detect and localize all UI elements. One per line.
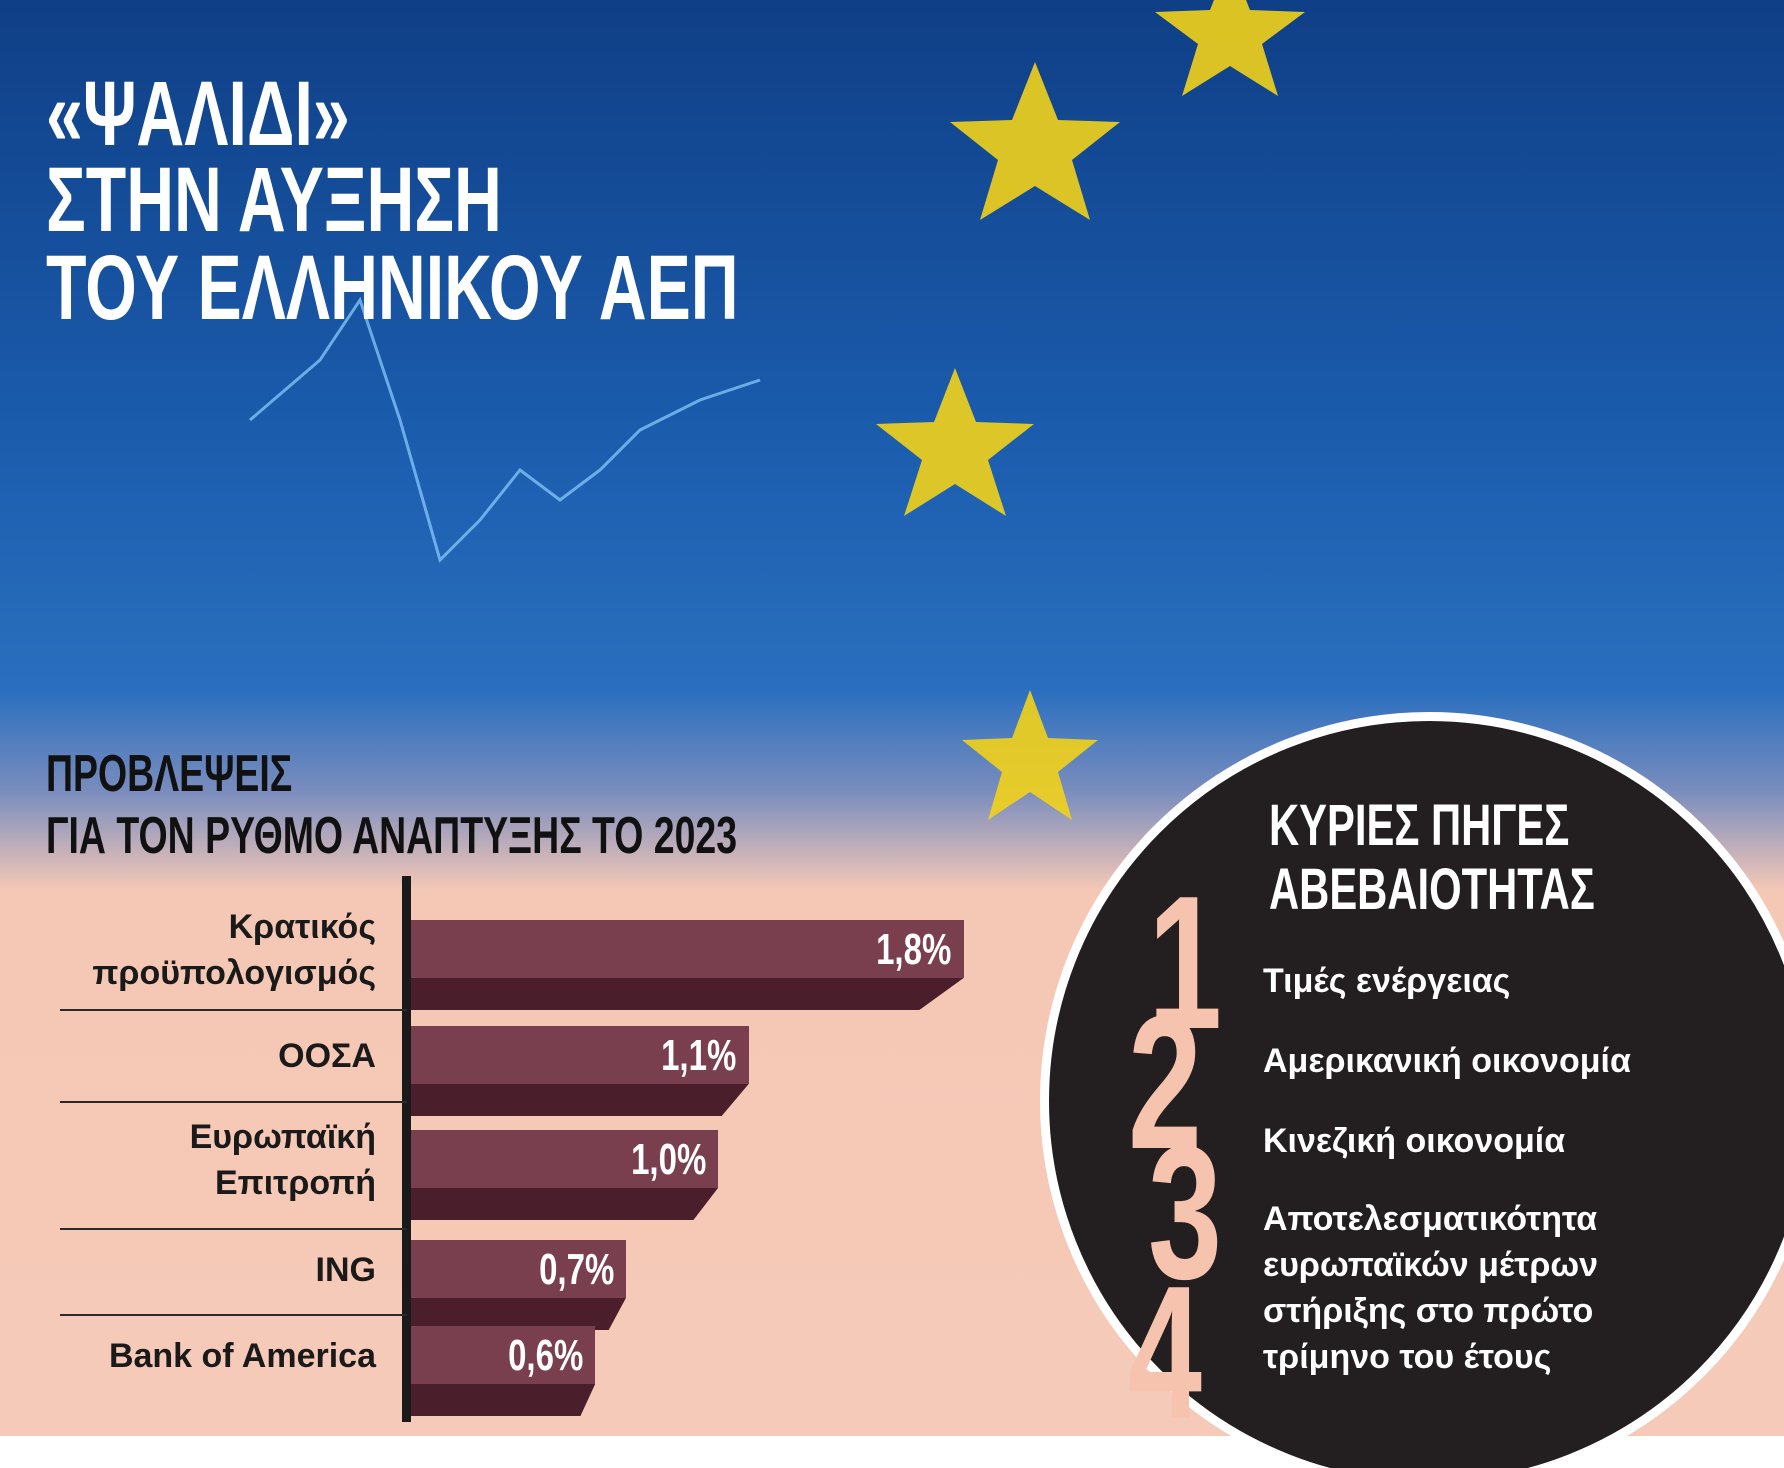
star	[876, 368, 1034, 516]
bar-shadow	[411, 1298, 626, 1330]
sources-title: ΚΥΡΙΕΣ ΠΗΓΕΣ	[1269, 793, 1570, 858]
value-label: 1,0%	[630, 1135, 706, 1184]
source-number: 1	[1148, 857, 1222, 1069]
star	[1155, 0, 1305, 96]
source-item: Αμερικανική οικονομία	[1263, 1042, 1631, 1080]
category-label: ING	[315, 1251, 376, 1289]
headline: ΤΟΥ ΕΛΛΗΝΙΚΟΥ ΑΕΠ	[46, 237, 739, 339]
value-label: 1,1%	[661, 1031, 737, 1080]
row-separator	[60, 1228, 407, 1230]
row-separator	[60, 1009, 407, 1011]
chart-title: ΓΙΑ ΤΟΝ ΡΥΘΜΟ ΑΝΑΠΤΥΞΗΣ ΤΟ 2023	[46, 807, 738, 865]
market-line	[249, 296, 761, 563]
category-label: Κρατικός προϋπολογισμός	[92, 908, 376, 992]
axis-line	[402, 876, 411, 1422]
value-label: 0,6%	[507, 1331, 584, 1380]
source-item: Αποτελεσματικότητα ευρωπαϊκών μέτρων στή…	[1263, 1200, 1599, 1376]
stars	[249, 0, 1305, 820]
headline: ΣΤΗΝ ΑΥΞΗΣΗ	[46, 149, 502, 251]
sources-panel	[1040, 712, 1784, 1468]
star	[950, 62, 1120, 220]
bar	[411, 920, 964, 978]
bar-shadow	[411, 978, 964, 1010]
value-label: 0,7%	[538, 1245, 614, 1294]
star	[962, 690, 1098, 820]
bar	[411, 1026, 749, 1084]
sources-title: ΑΒΕΒΑΙΟΤΗΤΑΣ	[1269, 857, 1595, 922]
headline: «ΨΑΛΙΔΙ»	[46, 63, 350, 165]
row-separator	[60, 1101, 407, 1103]
bar-shadow	[411, 1084, 749, 1116]
category-label: Bank of America	[108, 1337, 376, 1375]
bar-shadow	[411, 1188, 718, 1220]
bar	[411, 1240, 626, 1298]
chart-title: ΠΡΟΒΛΕΨΕΙΣ	[46, 745, 293, 803]
row-separator	[60, 1314, 407, 1316]
source-number: 3	[1148, 1107, 1222, 1319]
source-number: 4	[1128, 1247, 1202, 1459]
bar	[411, 1130, 718, 1188]
category-label: Ευρωπαϊκή Επιτροπή	[189, 1118, 376, 1202]
source-item: Κινεζική οικονομία	[1263, 1122, 1566, 1160]
source-number: 2	[1128, 977, 1202, 1189]
category-label: ΟΟΣΑ	[278, 1037, 376, 1075]
bar	[411, 1326, 596, 1384]
value-label: 1,8%	[876, 925, 952, 974]
source-item: Τιμές ενέργειας	[1263, 962, 1511, 1000]
bar-shadow	[411, 1384, 596, 1416]
